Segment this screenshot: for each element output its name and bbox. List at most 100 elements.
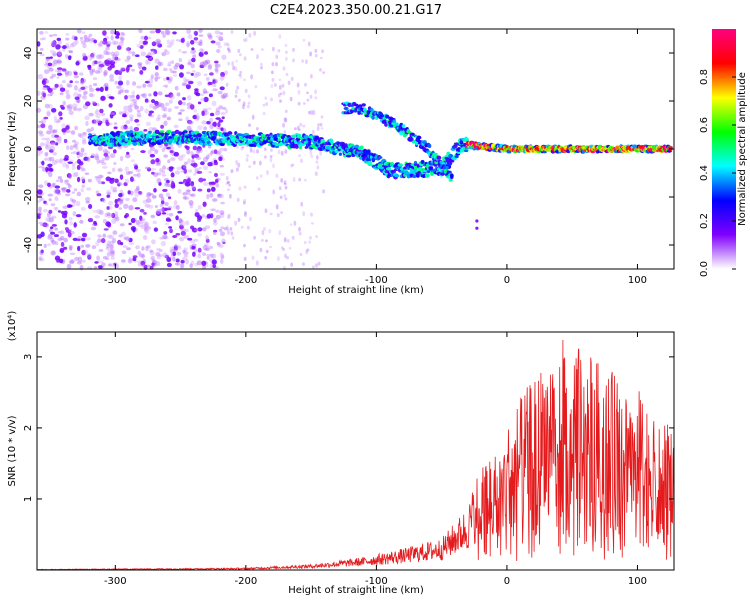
spectrogram-cell	[292, 47, 295, 52]
spectrogram-cell	[99, 159, 105, 164]
spectrogram-cell	[262, 103, 266, 107]
spectrogram-cell	[201, 120, 207, 125]
spectrogram-cell	[92, 77, 98, 81]
spectrogram-cell	[189, 263, 193, 268]
spectrogram-cell	[134, 207, 141, 210]
spectrogram-cell	[278, 33, 282, 40]
spectrogram-cell	[399, 122, 403, 126]
spectrogram-cell	[53, 118, 59, 124]
spectrogram-cell	[218, 105, 224, 110]
snr-x-tick-label: -100	[365, 576, 388, 587]
spectrogram-cell	[191, 245, 196, 250]
spectrogram-cell	[77, 150, 81, 155]
spectrogram-cell	[206, 120, 211, 125]
spectrogram-cell	[262, 111, 266, 116]
spectrogram-cell	[169, 146, 175, 151]
spectrogram-cell	[234, 94, 238, 98]
spectrogram-cell	[174, 247, 179, 252]
spectrogram-cell	[312, 109, 316, 116]
spectrogram-cell	[156, 162, 161, 166]
spectrogram-cell	[145, 198, 152, 203]
spectrogram-cell	[136, 109, 141, 113]
spectrogram-cell	[37, 149, 44, 155]
spectrogram-y-tick-label: -20	[23, 189, 34, 205]
spectrogram-cell	[106, 222, 112, 228]
spectrogram-cell	[36, 90, 41, 96]
spectrogram-cell	[319, 68, 322, 72]
spectrogram-cell	[86, 156, 91, 162]
spectrogram-cell	[219, 75, 225, 81]
spectrogram-cell	[211, 253, 217, 259]
spectrogram-cell	[52, 129, 58, 134]
spectrogram-cell	[69, 252, 76, 256]
spectrogram-cell	[268, 228, 272, 234]
spectrogram-cell	[231, 236, 235, 240]
spectrogram-cell	[88, 133, 93, 136]
spectrogram-cell	[54, 69, 59, 73]
spectrogram-cell	[193, 37, 199, 41]
spectrogram-cell	[202, 88, 208, 94]
spectrogram-cell	[40, 231, 45, 238]
spectrogram-cell	[173, 124, 179, 129]
spectrogram-cell	[178, 118, 183, 121]
spectrogram-cell	[73, 172, 79, 177]
spectrogram-cell	[213, 130, 218, 136]
spectrogram-cell	[135, 219, 140, 226]
spectrogram-cell	[320, 138, 325, 143]
spectrogram-cell	[315, 160, 319, 164]
figure-title: C2E4.2023.350.00.21.G17	[270, 3, 442, 18]
spectrogram-cell	[285, 56, 288, 61]
spectrogram-cell	[92, 102, 98, 107]
spectrogram-cell	[58, 258, 64, 264]
spectrogram-cell	[204, 243, 209, 248]
spectrogram-cell	[454, 155, 459, 159]
spectrogram-cell	[80, 206, 86, 211]
spectrogram-cell	[54, 189, 61, 194]
spectrogram-cell	[269, 155, 273, 158]
spectrogram-cell	[175, 204, 180, 210]
spectrogram-cell	[50, 250, 56, 256]
spectrogram-cell	[181, 256, 188, 261]
spectrogram-cell	[197, 148, 203, 154]
spectrogram-cell	[121, 250, 127, 254]
spectrogram-cell	[164, 29, 170, 35]
spectrogram-cell	[285, 50, 288, 54]
spectrogram-cell	[68, 245, 73, 249]
spectrogram-cell	[51, 73, 57, 78]
spectrogram-cell	[195, 118, 200, 121]
spectrogram-cell	[185, 189, 191, 193]
spectrogram-cell	[90, 226, 97, 231]
spectrogram-cell	[81, 232, 88, 238]
spectrogram-cell	[61, 127, 67, 133]
spectrogram-cell	[150, 99, 156, 104]
spectrogram-cell	[138, 224, 142, 228]
spectrogram-cell	[103, 70, 108, 76]
spectrogram-cell	[111, 167, 116, 173]
spectrogram-cell	[166, 146, 172, 150]
spectrogram-cell	[199, 39, 203, 44]
spectrogram-cell	[100, 238, 106, 244]
spectrogram-cell	[108, 103, 113, 108]
spectrogram-cell	[57, 118, 62, 122]
spectrogram-cell	[185, 84, 191, 90]
spectrogram-cell	[76, 151, 80, 156]
spectrogram-cell	[200, 48, 205, 54]
spectrogram-cell	[123, 124, 128, 130]
spectrogram-cell	[90, 53, 95, 58]
spectrogram-cell	[144, 80, 151, 84]
spectrogram-cell	[106, 234, 112, 239]
spectrogram-cell	[139, 45, 144, 49]
spectrogram-cell	[189, 104, 195, 110]
spectrogram-cell	[157, 61, 162, 67]
spectrogram-cell	[175, 39, 180, 42]
spectrogram-cell	[143, 223, 148, 228]
spectrogram-cell	[310, 212, 313, 217]
spectrogram-cell	[117, 168, 122, 172]
spectrogram-cell	[426, 170, 431, 173]
spectrogram-cell	[186, 71, 191, 75]
spectrogram-cell	[102, 148, 109, 154]
spectrogram-cell	[47, 62, 53, 67]
spectrogram-cell	[70, 42, 75, 48]
spectrogram-cell	[44, 180, 48, 186]
spectrogram-cell	[136, 123, 141, 127]
